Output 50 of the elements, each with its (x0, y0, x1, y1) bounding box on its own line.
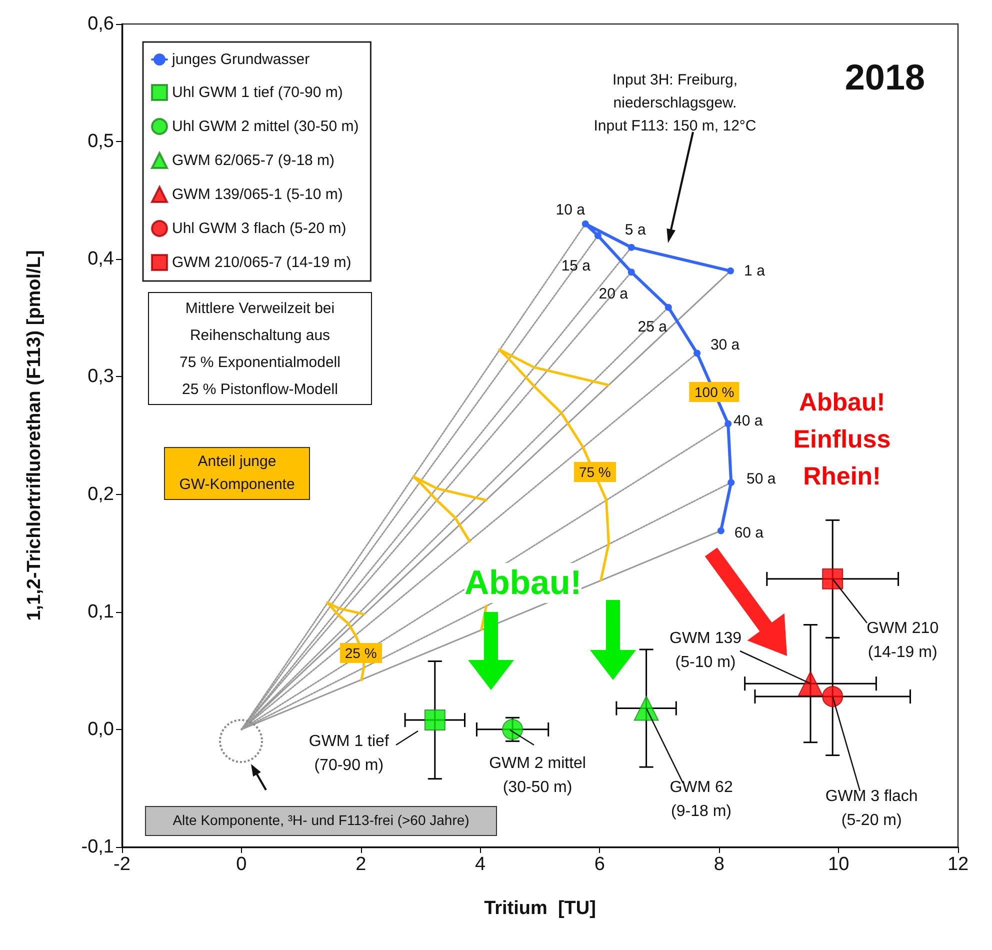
legend-label: junges Grundwasser (171, 51, 310, 68)
annotation: 30 a (710, 336, 740, 354)
x-tick-label: 10 (828, 854, 850, 875)
annotation: 1 a (744, 262, 765, 280)
legend-label: Uhl GWM 1 tief (70-90 m) (172, 84, 343, 101)
annotation: GWM 139 (5-10 m) (669, 628, 742, 673)
x-axis-title: Tritium [TU] (484, 898, 596, 919)
text-box: Mittlere Verweilzeit bei Reihenschaltung aus 75 % Exponentialmodell 25 % Pistonflow-Modell (148, 292, 372, 405)
y-tick-label: -0,1 (81, 836, 114, 858)
annotation: 75 % (574, 462, 616, 482)
x-tick-label: -2 (114, 854, 130, 875)
annotation: 15 a (561, 257, 591, 274)
annotation: 40 a (733, 412, 763, 430)
annotation: GWM 2 mittel (30-50 m) (489, 754, 586, 798)
y-tick-label: 0,6 (88, 14, 114, 34)
legend-label: GWM 62/065-7 (9-18 m) (172, 152, 335, 169)
annotation: GWM 210 (14-19 m) (866, 618, 939, 663)
legend-label: GWM 139/065-1 (5-10 m) (172, 186, 343, 203)
annotation: 50 a (746, 470, 776, 488)
y-tick-label: 0,1 (88, 601, 114, 622)
legend-label: Uhl GWM 2 mittel (30-50 m) (172, 118, 359, 135)
y-axis-title: 1,1,2-Trichlortrifluorethan (F113) [pmol/L] (24, 250, 45, 621)
text: 2018 (844, 56, 926, 98)
annotation: 5 a (624, 222, 646, 239)
annotation: GWM 3 flach (5-20 m) (825, 786, 918, 830)
text-box: Anteil junge GW-Komponente (164, 447, 310, 500)
x-tick-label: 12 (947, 854, 969, 875)
annotation: GWM 1 tief (70-90 m) (308, 732, 389, 776)
x-tick-label: 4 (474, 854, 486, 875)
y-tick-label: 0,2 (88, 484, 114, 505)
annotation: Input 3H: Freiburg, niederschlagsgew. Input F113: 150 m, 12°C (594, 70, 756, 136)
y-tick-label: 0,0 (88, 718, 114, 740)
x-tick-label: 8 (714, 854, 724, 875)
annotation: Abbau! Einfluss Rhein! (793, 388, 891, 492)
annotation: 60 a (734, 524, 764, 542)
legend-label: Uhl GWM 3 flach (5-20 m) (172, 220, 346, 237)
x-tick-label: 0 (236, 854, 247, 875)
y-tick-label: 0,3 (88, 366, 114, 388)
x-tick-label: 6 (594, 854, 606, 875)
text-box: Alte Komponente, ³H- und F113-frei (>60 Jahre) (145, 806, 497, 836)
y-tick-label: 0,5 (88, 131, 114, 152)
annotation: Abbau! (464, 563, 582, 603)
annotation: 10 a (556, 201, 585, 218)
annotation: 100 % (690, 382, 740, 402)
legend-label: GWM 210/065-7 (14-19 m) (172, 254, 352, 271)
annotation: GWM 62 (9-18 m) (670, 778, 733, 822)
x-tick-label: 2 (356, 854, 366, 875)
y-tick-label: 0,4 (88, 248, 114, 270)
annotation: 20 a (598, 286, 628, 303)
annotation: 25 a (638, 318, 667, 336)
